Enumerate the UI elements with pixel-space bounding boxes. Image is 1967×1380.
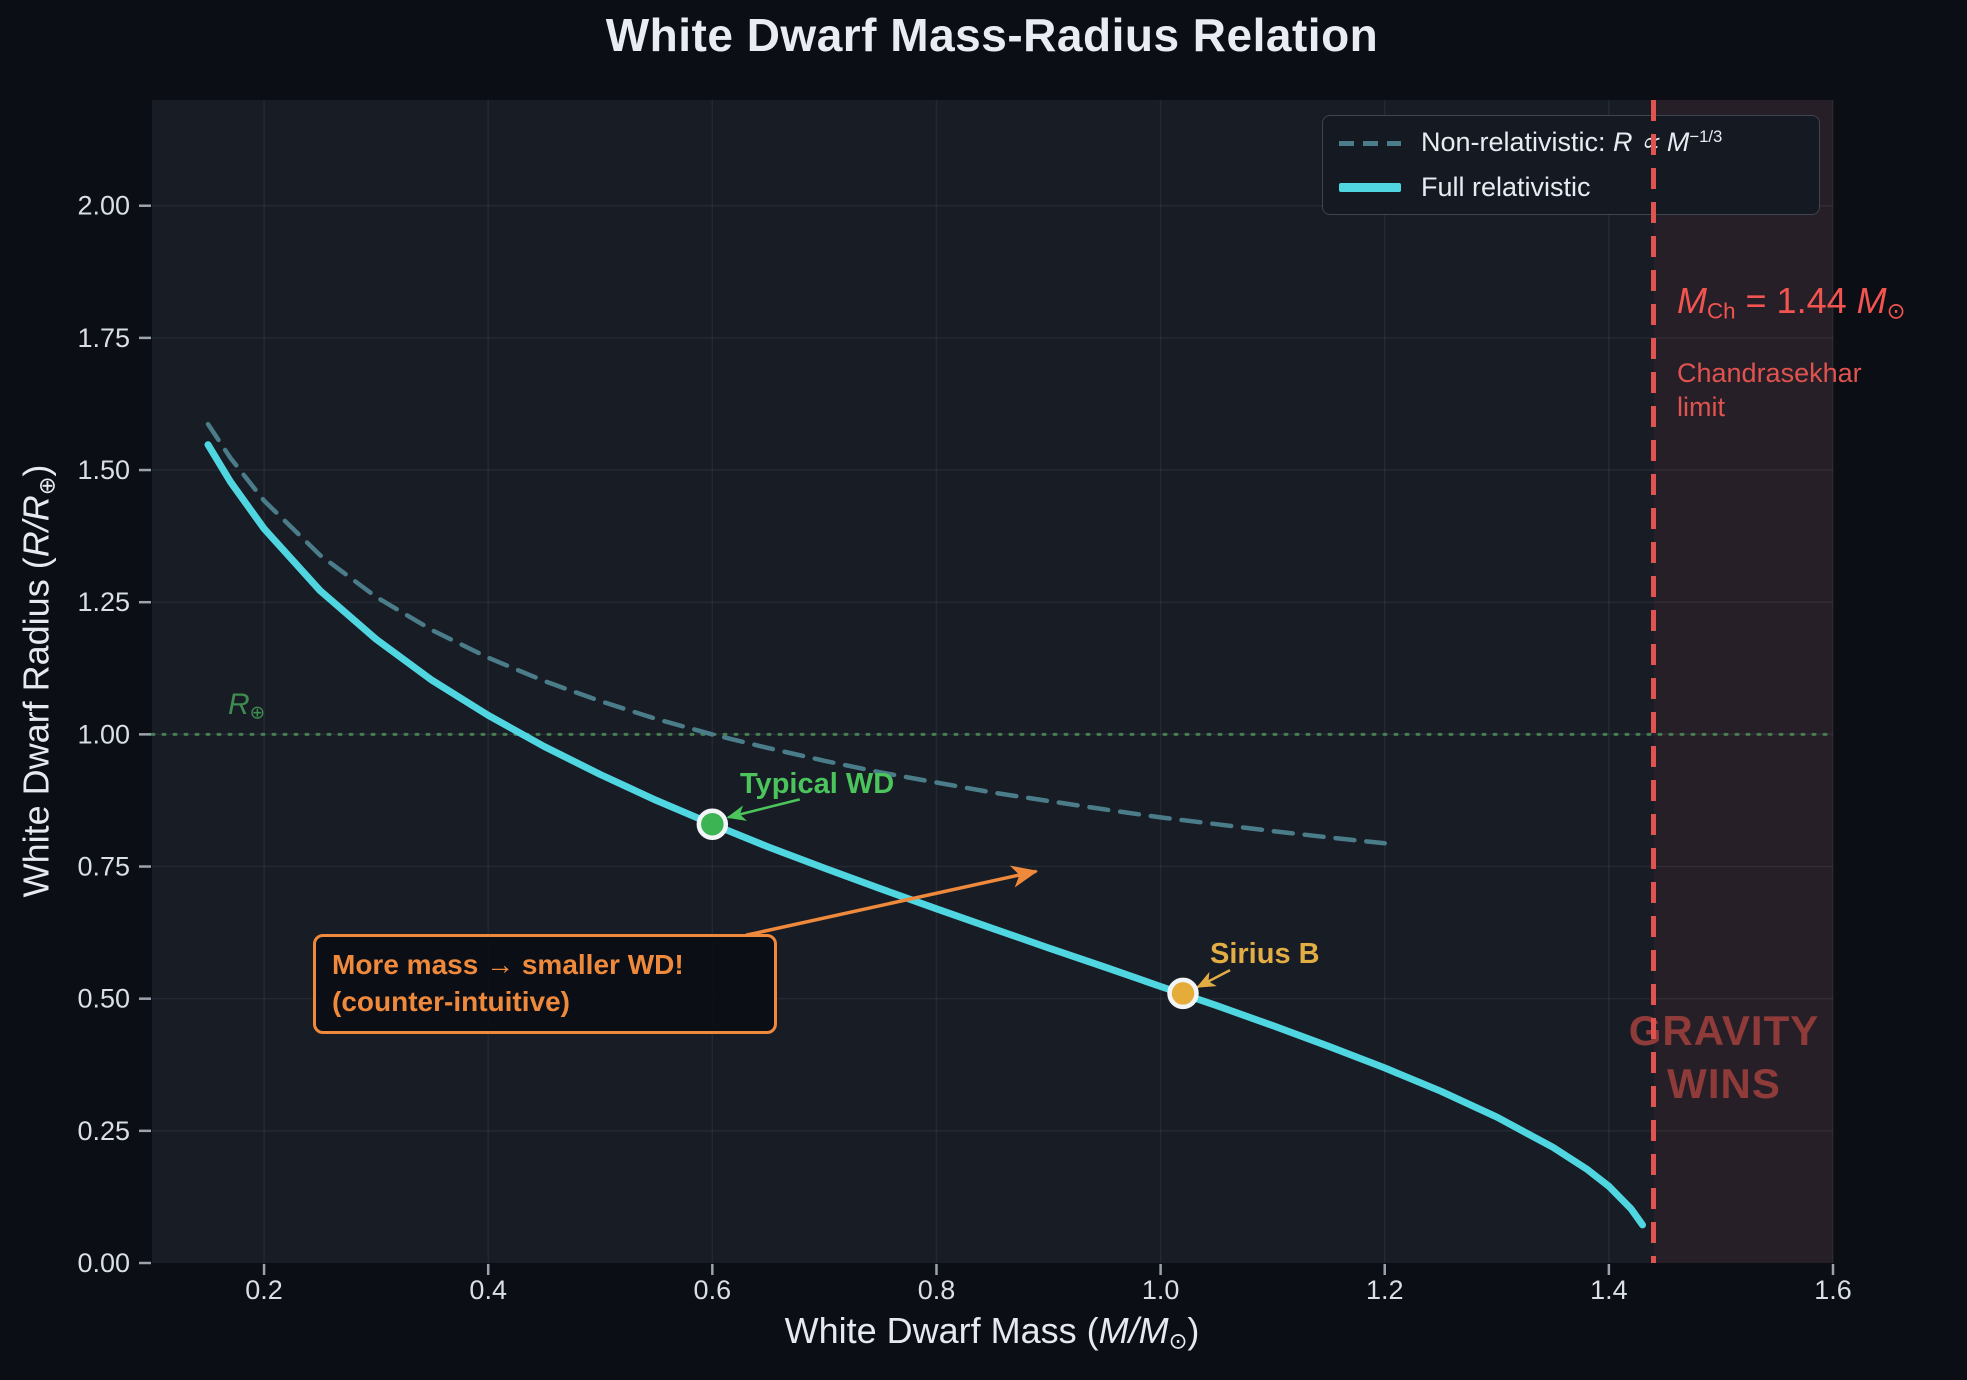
x-axis-label: White Dwarf Mass (M/M⊙) [785,1310,1200,1355]
svg-text:0.75: 0.75 [77,852,130,882]
y-axis-label-suffix: ) [15,464,57,477]
earth-radius-label: R⊕ [228,688,266,723]
svg-text:0.6: 0.6 [694,1275,732,1305]
sirius-b-label: Sirius B [1210,938,1320,970]
svg-text:1.75: 1.75 [77,323,130,353]
chart-title: White Dwarf Mass-Radius Relation [605,9,1379,61]
svg-text:1.6: 1.6 [1814,1275,1852,1305]
svg-text:0.8: 0.8 [918,1275,956,1305]
svg-text:1.4: 1.4 [1590,1275,1628,1305]
svg-text:0.4: 0.4 [469,1275,507,1305]
svg-text:1.00: 1.00 [77,719,130,749]
legend-entry-fullrelativistic: Full relativistic [1339,170,1819,204]
chandrasekhar-limit-line [1651,100,1656,1263]
solid-line-sample [1339,182,1401,192]
sun-symbol: ⊙ [1168,1328,1188,1354]
chandrasekhar-limit-label: Chandrasekhar limit [1677,358,1862,422]
y-axis-label-math: R/R [15,495,57,558]
svg-text:0.25: 0.25 [77,1116,130,1146]
x-axis-label-text: White Dwarf Mass ( [784,1310,1099,1351]
legend: Non-relativistic: R ∝ M−1/3 Full relativ… [1322,115,1820,215]
y-axis-label: White Dwarf Radius (R/R⊕) [16,465,61,898]
x-axis-label-math: M/M [1098,1310,1169,1351]
svg-text:1.50: 1.50 [77,455,130,485]
svg-text:0.00: 0.00 [77,1248,130,1278]
legend-entry-nonrelativistic: Non-relativistic: R ∝ M−1/3 [1339,126,1819,160]
x-axis-label-suffix: ) [1187,1310,1200,1351]
chandrasekhar-mass-equation: MCh = 1.44 M⊙ [1677,280,1906,324]
dashed-line-sample [1339,140,1401,146]
counter-intuitive-note: More mass → smaller WD! (counter-intuiti… [313,934,777,1034]
gravity-wins-label: GRAVITY WINS [1628,1007,1820,1107]
legend-label-fullrelativistic: Full relativistic [1421,171,1591,202]
svg-text:1.0: 1.0 [1142,1275,1180,1305]
legend-label-nonrelativistic: Non-relativistic: R ∝ M−1/3 [1421,127,1723,158]
svg-text:1.25: 1.25 [77,587,130,617]
note-line-1: More mass → smaller WD! [332,949,684,980]
note-line-2: (counter-intuitive) [332,986,570,1017]
svg-text:0.50: 0.50 [77,984,130,1014]
typical-wd-label: Typical WD [740,768,895,800]
svg-text:1.2: 1.2 [1366,1275,1404,1305]
svg-text:0.2: 0.2 [245,1275,283,1305]
earth-symbol: ⊕ [34,476,60,496]
y-axis-label-text: White Dwarf Radius ( [15,557,57,898]
svg-text:2.00: 2.00 [77,191,130,221]
